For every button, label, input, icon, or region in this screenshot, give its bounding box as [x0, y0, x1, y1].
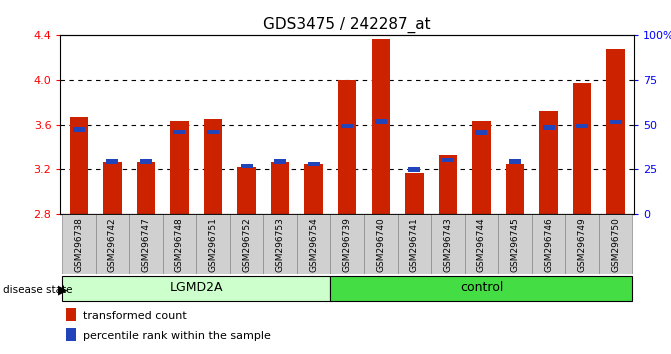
Bar — [405, 173, 423, 214]
Bar — [439, 155, 457, 214]
Bar — [170, 121, 189, 214]
Bar — [241, 164, 252, 169]
Text: GSM296744: GSM296744 — [477, 217, 486, 272]
Bar — [330, 214, 364, 274]
Bar — [539, 112, 558, 214]
Text: disease state: disease state — [3, 285, 73, 295]
Bar — [162, 214, 196, 274]
Bar — [70, 117, 88, 214]
Bar — [543, 125, 554, 130]
Text: GSM296750: GSM296750 — [611, 217, 620, 272]
Bar — [476, 130, 487, 135]
Bar — [96, 214, 130, 274]
Bar — [342, 124, 353, 128]
Text: GSM296754: GSM296754 — [309, 217, 318, 272]
Bar — [409, 167, 420, 172]
Bar — [62, 276, 330, 301]
Bar — [397, 214, 431, 274]
Title: GDS3475 / 242287_at: GDS3475 / 242287_at — [264, 16, 431, 33]
Bar — [207, 130, 219, 135]
Text: GSM296742: GSM296742 — [108, 217, 117, 272]
Bar — [442, 158, 454, 162]
Bar — [66, 328, 76, 341]
Bar — [305, 164, 323, 214]
Bar — [375, 119, 386, 124]
Bar — [66, 308, 76, 321]
Bar — [364, 214, 397, 274]
Bar — [531, 214, 565, 274]
Bar — [174, 130, 185, 135]
Bar — [271, 162, 289, 214]
Text: LGMD2A: LGMD2A — [170, 281, 223, 295]
Bar — [607, 49, 625, 214]
Bar — [196, 214, 229, 274]
Bar — [565, 214, 599, 274]
Bar — [472, 121, 491, 214]
Bar — [129, 214, 162, 274]
Bar — [498, 214, 531, 274]
Bar — [274, 159, 286, 164]
Bar — [509, 159, 521, 164]
Text: GSM296752: GSM296752 — [242, 217, 251, 272]
Bar — [297, 214, 331, 274]
Bar — [140, 159, 152, 164]
Bar — [62, 214, 96, 274]
Text: GSM296741: GSM296741 — [410, 217, 419, 272]
Bar — [137, 162, 155, 214]
Bar — [338, 80, 356, 214]
Bar — [599, 214, 632, 274]
Text: percentile rank within the sample: percentile rank within the sample — [83, 331, 271, 341]
Bar — [573, 84, 591, 214]
Text: GSM296739: GSM296739 — [343, 217, 352, 272]
Text: GSM296753: GSM296753 — [276, 217, 285, 272]
Bar — [107, 159, 118, 164]
Bar — [238, 167, 256, 214]
Bar — [610, 120, 621, 124]
Bar — [204, 119, 222, 214]
Text: GSM296748: GSM296748 — [175, 217, 184, 272]
Bar — [103, 162, 121, 214]
Text: GSM296738: GSM296738 — [74, 217, 83, 272]
Bar — [506, 164, 524, 214]
Text: GSM296747: GSM296747 — [142, 217, 150, 272]
Bar — [431, 214, 464, 274]
Bar — [73, 127, 85, 132]
Bar — [229, 214, 263, 274]
Text: GSM296743: GSM296743 — [444, 217, 452, 272]
Text: GSM296751: GSM296751 — [209, 217, 217, 272]
Bar — [308, 161, 319, 166]
Bar — [464, 214, 498, 274]
Text: transformed count: transformed count — [83, 311, 187, 321]
Text: GSM296749: GSM296749 — [578, 217, 586, 272]
Bar — [576, 124, 588, 128]
Text: GSM296746: GSM296746 — [544, 217, 553, 272]
Bar — [372, 39, 390, 214]
Bar — [263, 214, 297, 274]
Text: control: control — [460, 281, 503, 295]
Bar — [330, 276, 632, 301]
Text: GSM296740: GSM296740 — [376, 217, 385, 272]
Text: ▶: ▶ — [58, 283, 68, 296]
Text: GSM296745: GSM296745 — [511, 217, 519, 272]
